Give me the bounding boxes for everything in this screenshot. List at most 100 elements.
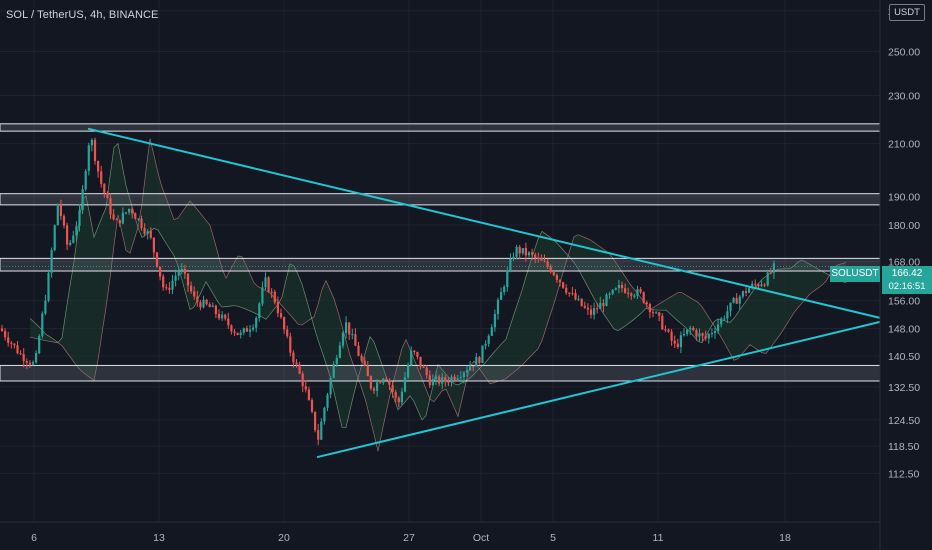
candle-body <box>335 357 338 365</box>
candle-body <box>227 318 230 326</box>
candle-body <box>103 183 106 193</box>
candle-body <box>196 296 199 303</box>
ichimoku-cloud <box>29 138 847 452</box>
candle-body <box>292 352 295 363</box>
candle-body <box>428 375 431 386</box>
candle-body <box>419 356 422 367</box>
candle-body <box>633 295 636 297</box>
candle-body <box>159 266 162 277</box>
candle-body <box>174 275 177 281</box>
candle-body <box>155 252 159 267</box>
zone-box[interactable] <box>0 123 881 132</box>
candle-body <box>558 279 562 283</box>
candle-body <box>301 373 304 387</box>
candle-body <box>518 246 521 254</box>
y-tick-label: 168.00 <box>888 256 920 268</box>
candle-body <box>571 292 574 294</box>
ascending-trendline[interactable] <box>316 320 881 459</box>
candle-body <box>276 302 279 314</box>
candle-body <box>357 345 360 356</box>
candle-body <box>664 329 667 331</box>
senkou-span-b <box>29 138 847 452</box>
candle-body <box>100 171 103 184</box>
candle-body <box>645 302 648 305</box>
candle-body <box>230 325 233 332</box>
candle-body <box>599 302 602 309</box>
candles <box>0 137 775 445</box>
y-tick-label: 210.00 <box>888 139 920 151</box>
candle-body <box>320 421 323 440</box>
candle-body <box>115 219 118 221</box>
candle-body <box>69 242 72 245</box>
candle-body <box>242 328 245 333</box>
candle-body <box>338 345 341 358</box>
candle-body <box>211 305 214 308</box>
candle-body <box>221 314 224 319</box>
candle-body <box>72 235 75 243</box>
candle-body <box>698 333 701 337</box>
candle-body <box>326 394 329 408</box>
candle-body <box>456 378 459 380</box>
y-tick-label: 132.50 <box>888 382 920 394</box>
candle-body <box>112 214 115 220</box>
candle-body <box>310 400 314 412</box>
kumo-fill <box>30 138 846 452</box>
last-price-label: 166.42 02:16:51 <box>882 266 932 294</box>
candle-body <box>754 283 757 285</box>
candle-body <box>186 273 190 286</box>
candle-body <box>614 288 617 290</box>
candle-body <box>16 345 19 354</box>
candle-body <box>165 287 168 289</box>
candle-body <box>81 189 84 211</box>
descending-trendline[interactable] <box>87 127 881 319</box>
candle-body <box>453 376 456 380</box>
candle-body <box>270 291 273 293</box>
candle-body <box>10 342 13 344</box>
candle-body <box>450 376 453 383</box>
candle-body <box>53 225 56 251</box>
candle-body <box>351 334 354 336</box>
senkou-span-a <box>29 142 847 428</box>
candle-body <box>531 252 534 255</box>
candle-body <box>512 256 515 259</box>
candle-body <box>28 362 31 365</box>
candle-body <box>543 260 546 262</box>
candle-body <box>410 350 413 366</box>
y-tick-label: 230.00 <box>888 91 920 103</box>
candle-body <box>134 213 137 219</box>
candle-body <box>692 327 695 331</box>
candle-body <box>4 331 7 338</box>
candle-body <box>648 304 651 313</box>
candle-body <box>469 366 472 371</box>
candle-body <box>314 411 317 431</box>
candle-body <box>131 208 134 214</box>
candle-body <box>407 365 410 378</box>
y-tick-label: 140.50 <box>888 351 920 363</box>
candle-body <box>462 372 465 378</box>
candle-body <box>763 284 766 286</box>
candle-body <box>298 364 301 374</box>
x-tick-label: 20 <box>278 532 290 544</box>
candle-body <box>636 289 639 296</box>
currency-badge[interactable]: USDT <box>889 4 925 21</box>
zone-box[interactable] <box>0 193 881 206</box>
candle-body <box>307 389 310 401</box>
candle-body <box>289 336 292 353</box>
candle-body <box>580 298 583 306</box>
candle-body <box>190 285 193 292</box>
x-tick-label: 6 <box>31 532 37 544</box>
y-tick-label: 124.50 <box>888 415 920 427</box>
y-tick-label: 250.00 <box>888 46 920 58</box>
zone-box[interactable] <box>0 257 881 272</box>
candle-body <box>199 302 202 308</box>
candle-body <box>611 289 614 294</box>
candle-body <box>748 288 751 293</box>
candle-body <box>760 284 763 287</box>
candle-body <box>140 218 143 229</box>
candle-body <box>744 291 748 293</box>
candle-body <box>670 331 673 341</box>
candle-body <box>345 322 348 333</box>
candle-body <box>258 303 261 318</box>
symbol-title[interactable]: SOL / TetherUS, 4h, BINANCE <box>6 9 159 21</box>
